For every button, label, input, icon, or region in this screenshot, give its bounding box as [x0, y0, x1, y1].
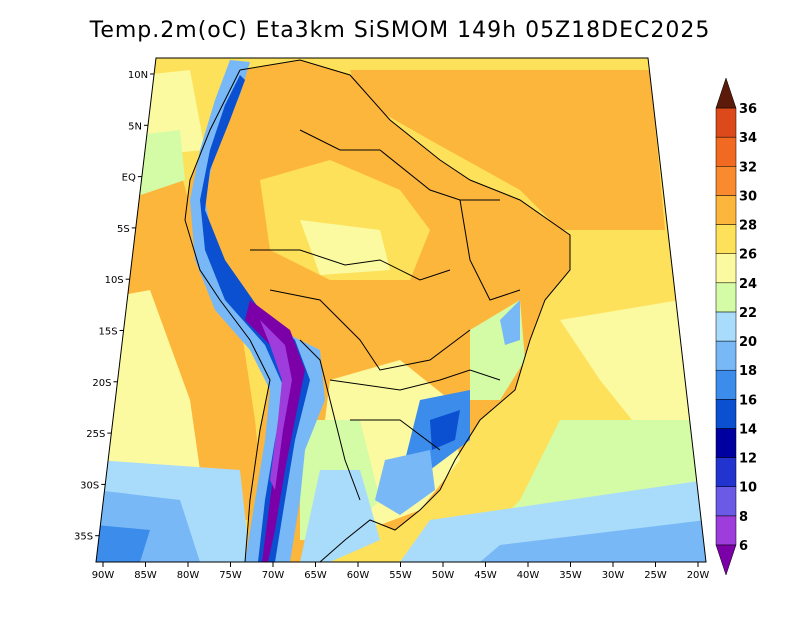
colorbar-bin	[715, 253, 737, 284]
lat-label: 15S	[98, 327, 117, 338]
colorbar: 6 8 10 12 14 16 18 20 22 24 26 28 30 32 34 36	[715, 77, 757, 576]
colorbar-bin	[715, 282, 737, 313]
lat-label: 35S	[74, 532, 93, 543]
lon-label: 45W	[474, 570, 497, 581]
colorbar-label: 8	[739, 510, 748, 525]
colorbar-bin	[715, 107, 737, 138]
colorbar-label: 6	[739, 539, 748, 554]
lon-label: 80W	[177, 570, 200, 581]
colorbar-label: 22	[739, 306, 757, 321]
colorbar-bin	[715, 340, 737, 371]
lon-label: 55W	[389, 570, 412, 581]
colorbar-bin	[715, 166, 737, 196]
temperature-field	[96, 58, 706, 562]
lat-label: 10S	[105, 275, 124, 286]
colorbar-label: 34	[739, 131, 757, 146]
colorbar-max-triangle	[715, 77, 737, 109]
colorbar-bin	[715, 195, 737, 225]
lon-label: 35W	[559, 570, 582, 581]
colorbar-label: 16	[739, 393, 757, 408]
colorbar-label: 12	[739, 452, 757, 467]
lat-label: 5N	[128, 121, 142, 132]
lon-label: 20W	[687, 570, 710, 581]
colorbar-bin	[715, 486, 737, 517]
lon-label: 40W	[517, 570, 540, 581]
lat-label: EQ	[122, 173, 136, 184]
colorbar-label: 24	[739, 277, 757, 292]
latitude-axis: 10N 5N EQ 5S 10S 15S 20S 25S 30S 35S	[74, 70, 155, 543]
lon-label: 25W	[644, 570, 667, 581]
colorbar-label: 30	[739, 189, 757, 204]
colorbar-label: 18	[739, 364, 757, 379]
colorbar-bin	[715, 224, 737, 254]
map-title: Temp.2m(oC) Eta3km SiSMOM 149h 05Z18DEC2…	[89, 18, 711, 43]
lat-label: 5S	[117, 224, 130, 235]
borders	[184, 59, 571, 562]
colorbar-label: 10	[739, 481, 757, 496]
lon-label: 60W	[347, 570, 370, 581]
colorbar-label: 26	[739, 248, 757, 263]
lon-label: 65W	[304, 570, 327, 581]
lon-label: 50W	[432, 570, 455, 581]
colorbar-bin	[715, 399, 737, 429]
colorbar-label: 32	[739, 160, 757, 175]
lon-label: 75W	[219, 570, 242, 581]
lat-label: 30S	[80, 480, 99, 491]
map-frame	[95, 57, 707, 563]
lon-label: 70W	[262, 570, 285, 581]
lon-label: 30W	[602, 570, 625, 581]
lon-label: 90W	[92, 570, 115, 581]
colorbar-min-triangle	[715, 544, 737, 576]
colorbar-bin	[715, 428, 737, 458]
lat-label: 10N	[128, 70, 148, 81]
colorbar-bin	[715, 457, 737, 487]
lat-label: 20S	[92, 378, 111, 389]
lon-label: 85W	[134, 570, 157, 581]
colorbar-label: 14	[739, 422, 757, 437]
colorbar-bin	[715, 311, 737, 342]
colorbar-label: 36	[739, 102, 757, 117]
lat-label: 25S	[86, 429, 105, 440]
colorbar-label: 20	[739, 335, 757, 350]
colorbar-bin	[715, 369, 737, 400]
colorbar-bin	[715, 515, 737, 546]
longitude-axis: 90W 85W 80W 75W 70W 65W 60W 55W 50W 45W 40W 35W 30W 2…	[92, 562, 710, 581]
colorbar-label: 28	[739, 219, 757, 234]
colorbar-bin	[715, 136, 737, 167]
